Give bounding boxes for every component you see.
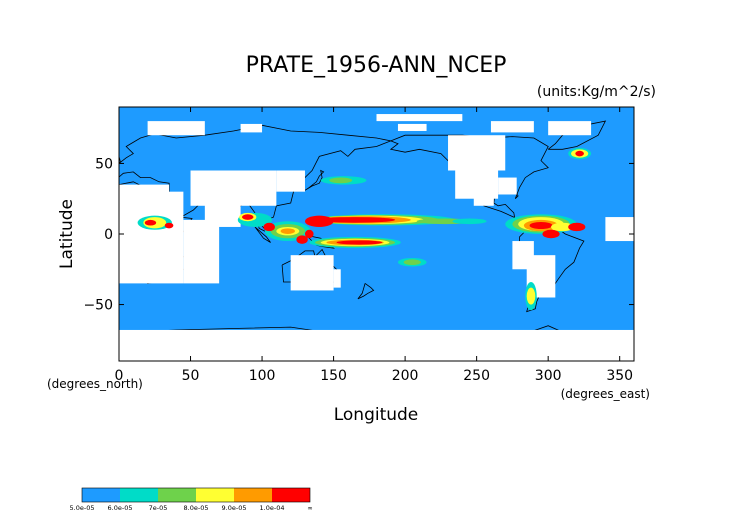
below-threshold-region (548, 121, 592, 136)
below-threshold-region (183, 219, 220, 284)
below-threshold-region (405, 332, 477, 350)
below-threshold-region (240, 123, 263, 133)
colorbar-label: 1.0e-04 (260, 504, 285, 512)
below-threshold-region (147, 121, 205, 136)
colorbar-segment (234, 488, 272, 502)
precip-contour (551, 222, 574, 232)
coastline (357, 283, 375, 300)
precip-contour (526, 287, 536, 305)
x-tick-label: 50 (182, 368, 200, 384)
precip-contour (304, 229, 314, 239)
colorbar-label: 8.0e-05 (184, 504, 209, 512)
below-threshold-region (490, 121, 534, 133)
x-tick-label: 200 (392, 368, 419, 384)
colorbar-segment (82, 488, 120, 502)
below-threshold-region (333, 269, 341, 288)
y-tick-label: −50 (83, 298, 113, 314)
colorbar-segment (196, 488, 234, 502)
below-threshold-region (548, 332, 606, 350)
precip-contour (280, 228, 295, 234)
x-axis-label: Longitude (334, 405, 419, 425)
below-threshold-region (512, 241, 534, 270)
plot-area (119, 107, 634, 361)
colorbar-label: 5.0e-05 (70, 504, 95, 512)
precip-contour (242, 214, 254, 220)
precip-contour (314, 217, 396, 223)
coastline (254, 226, 271, 243)
below-threshold-region (126, 332, 227, 347)
colorbar-label: 9.0e-05 (222, 504, 247, 512)
colorbar: 5.0e-05 6.0e-05 7e-05 8.0e-05 9.0e-05 1.0e-04… (70, 487, 313, 512)
below-threshold-region (473, 184, 494, 206)
precip-contour (329, 177, 353, 184)
x-tick-label: 350 (606, 368, 633, 384)
y-tick-label: 50 (95, 156, 113, 172)
colorbar-segment (158, 488, 196, 502)
units-label: (units:Kg/m^2/s) (537, 84, 656, 100)
y-axis-label: Latitude (57, 199, 77, 269)
precip-contour (263, 222, 275, 232)
below-threshold-region (376, 114, 463, 122)
colorbar-label: 6.0e-05 (108, 504, 133, 512)
precip-contour (529, 222, 553, 230)
colorbar-frame (81, 487, 311, 503)
x-tick-label: 250 (463, 368, 490, 384)
x-tick-label: 100 (249, 368, 276, 384)
below-threshold-region (262, 335, 348, 350)
y-axis: 50 0 −50 (83, 156, 634, 314)
precip-contour (452, 218, 487, 225)
x-tick-label: 150 (320, 368, 347, 384)
chart-title: PRATE_1956-ANN_NCEP (246, 53, 507, 78)
below-threshold-region (290, 255, 334, 291)
precip-contour (304, 215, 334, 227)
colorbar-label: 7e-05 (149, 504, 168, 512)
below-threshold-region (119, 184, 170, 213)
x-axis-sublabel: (degrees_east) (561, 387, 650, 401)
precip-contours (137, 147, 592, 311)
precip-contour (575, 150, 584, 157)
below-threshold-region (448, 135, 506, 171)
precip-contour (164, 222, 174, 229)
colorbar-segment (120, 488, 158, 502)
colorbar-segment (272, 488, 310, 502)
below-threshold-region (397, 123, 427, 131)
precip-contour (144, 219, 157, 226)
coastline (547, 120, 607, 150)
colorbar-label: ∞ (307, 504, 312, 512)
below-threshold-regions (119, 114, 634, 361)
precip-contour (296, 235, 308, 244)
x-tick-label: 300 (535, 368, 562, 384)
below-threshold-region (605, 217, 634, 242)
precip-contour (568, 222, 586, 232)
below-threshold-region (276, 170, 305, 192)
precip-contour (403, 259, 421, 266)
y-axis-sublabel: (degrees_north) (47, 377, 143, 391)
precip-contour (336, 240, 383, 245)
below-threshold-region (498, 177, 517, 195)
x-axis: 0 50 100 150 200 250 300 350 (115, 107, 633, 384)
precip-contour (542, 229, 560, 239)
coastline (304, 169, 325, 191)
y-tick-label: 0 (104, 227, 113, 243)
below-threshold-region (204, 191, 241, 227)
x-tick-label: 0 (115, 368, 124, 384)
